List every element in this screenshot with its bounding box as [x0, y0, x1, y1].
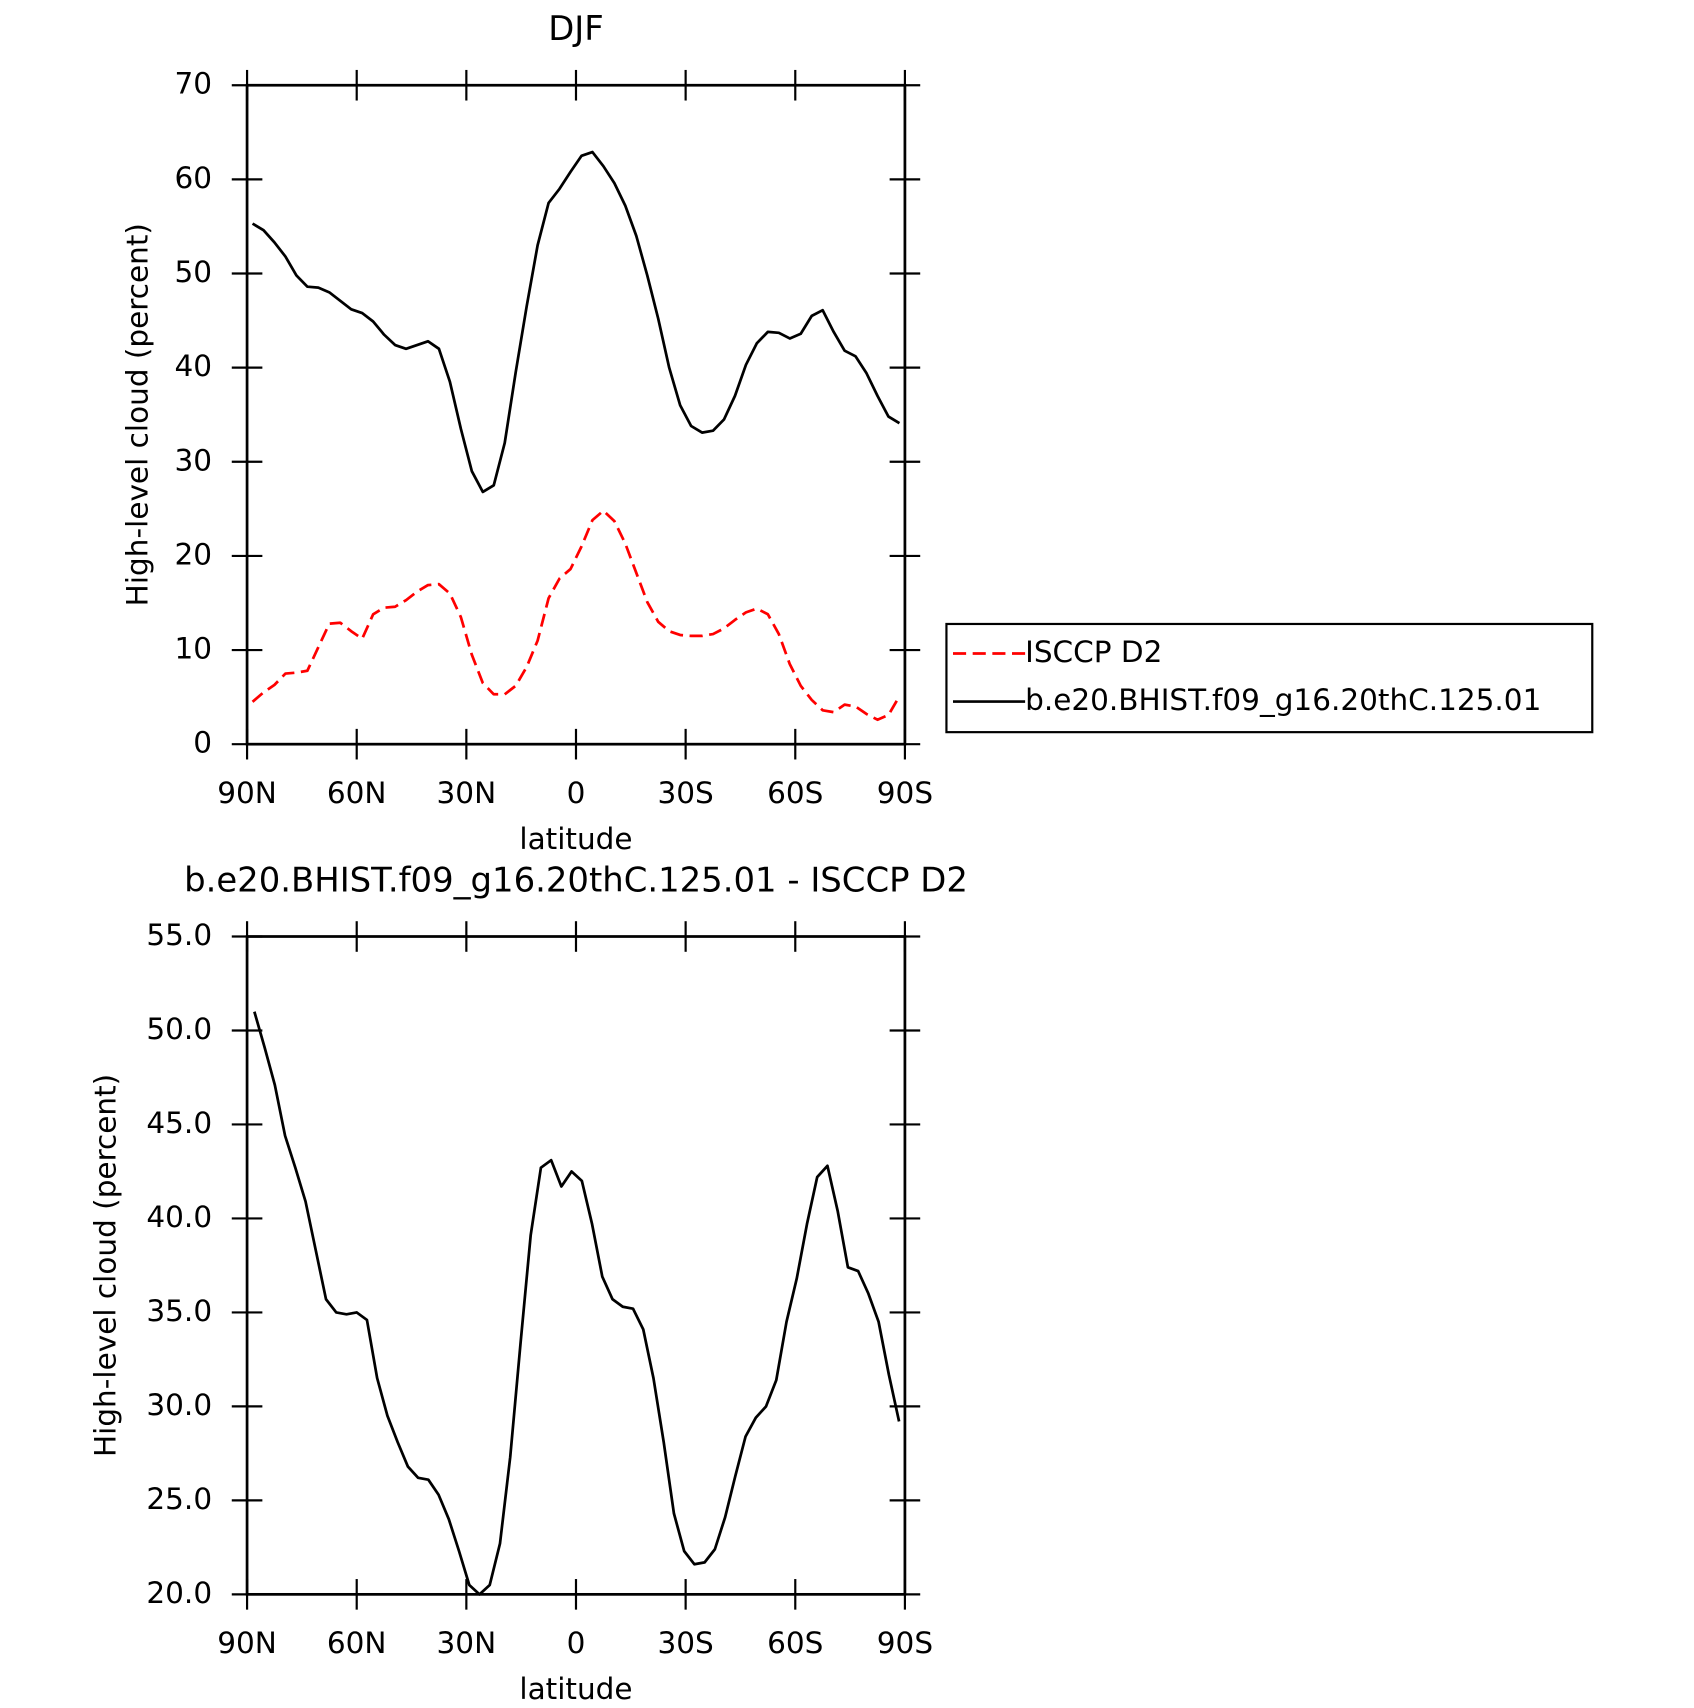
y-axis-label: High-level cloud (percent) — [120, 223, 154, 606]
x-tick-label: 30S — [658, 1626, 714, 1660]
y-tick-label: 45.0 — [146, 1106, 212, 1140]
y-tick-label: 50.0 — [146, 1012, 212, 1046]
chart-title: b.e20.BHIST.f09_g16.20thC.125.01 - ISCCP… — [184, 860, 968, 899]
x-tick-label: 60S — [767, 776, 823, 810]
plot-frame — [245, 935, 907, 1596]
y-tick-label: 55.0 — [146, 918, 212, 952]
x-tick-label: 60N — [327, 1626, 387, 1660]
y-tick-label: 30.0 — [146, 1388, 212, 1422]
data-line — [253, 1011, 901, 1596]
y-tick-label: 25.0 — [146, 1482, 212, 1516]
y-axis-label: High-level cloud (percent) — [89, 1074, 123, 1457]
x-tick-label: 60S — [767, 1626, 823, 1660]
x-tick-label: 90N — [217, 776, 277, 810]
legend-box — [945, 622, 1594, 734]
chart-title: DJF — [548, 9, 604, 48]
y-tick-label: 0 — [193, 726, 212, 760]
x-tick-label: 60N — [327, 776, 387, 810]
x-tick-label: 0 — [567, 1626, 586, 1660]
y-tick-label: 60 — [175, 161, 213, 195]
x-axis-label: latitude — [519, 1672, 632, 1706]
y-tick-label: 70 — [175, 67, 213, 101]
legend-label: ISCCP D2 — [1025, 635, 1162, 669]
x-tick-label: 30S — [658, 776, 714, 810]
x-tick-label: 30N — [437, 776, 497, 810]
x-axis-label: latitude — [519, 822, 632, 856]
x-tick-label: 30N — [437, 1626, 497, 1660]
plot-frame — [245, 83, 907, 746]
data-line — [251, 150, 901, 494]
y-tick-label: 50 — [175, 255, 213, 289]
y-tick-label: 35.0 — [146, 1294, 212, 1328]
y-tick-label: 40 — [175, 349, 213, 383]
y-tick-label: 30 — [175, 443, 213, 477]
x-tick-label: 90N — [217, 1626, 277, 1660]
y-tick-label: 10 — [175, 632, 213, 666]
x-tick-label: 90S — [877, 776, 933, 810]
y-tick-label: 40.0 — [146, 1200, 212, 1234]
data-line — [251, 509, 901, 722]
x-tick-label: 90S — [877, 1626, 933, 1660]
legend-label: b.e20.BHIST.f09_g16.20thC.125.01 — [1025, 683, 1541, 717]
y-tick-label: 20.0 — [146, 1576, 212, 1610]
x-tick-label: 0 — [567, 776, 586, 810]
y-tick-label: 20 — [175, 537, 213, 571]
